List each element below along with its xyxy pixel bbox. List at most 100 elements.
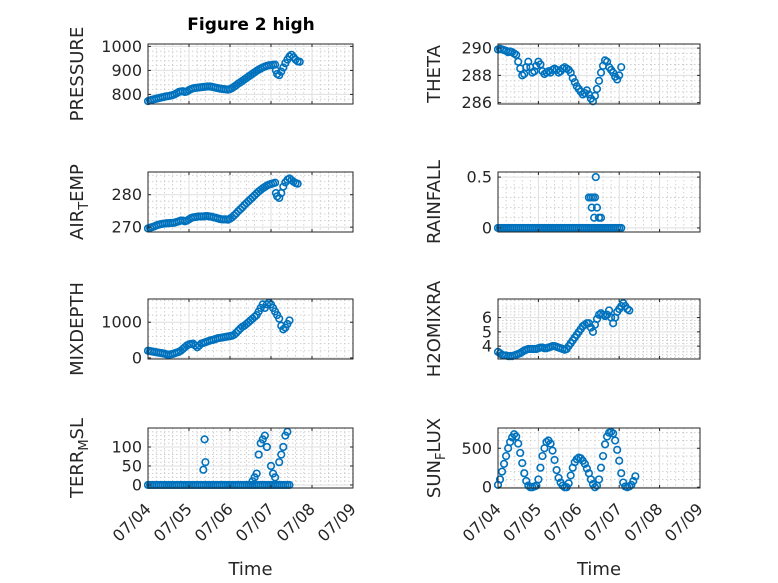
figure-title: Figure 2 high [187,15,315,35]
y-axis-label: RAINFALL [424,160,445,244]
data-point [275,458,284,467]
data-point [592,203,602,212]
y-tick-label: 100 [111,437,142,456]
panel-theta: 286 288 290 THETA [424,39,701,112]
data-point [252,469,261,478]
data-point [590,193,600,202]
y-axis-label: PRESSURE [67,27,88,122]
data-point [550,455,559,465]
data-point [232,328,241,338]
axes-frame [497,427,701,489]
data-point [631,472,640,481]
series-pressure [144,50,304,106]
y-tick-label: 286 [461,93,492,112]
axes-frame [497,171,701,233]
data-point [522,476,531,486]
data-point [201,458,210,467]
data-point [279,442,288,452]
data-point [291,55,300,64]
data-point [566,471,575,480]
y-axis-label: AIRTEMP [67,164,92,240]
data-point [285,52,294,61]
data-point [619,478,628,487]
data-point [262,300,272,309]
data-point [277,67,286,76]
data-point [275,193,284,203]
data-point [279,325,288,334]
series-sun_flux [494,427,640,492]
data-point [582,86,591,95]
data-point [562,483,571,492]
axes-frame [497,298,701,360]
data-point [570,78,579,87]
y-tick-label: 800 [111,85,142,104]
data-point [582,464,591,473]
y-axis-label: THETA [424,44,445,104]
data-point [617,469,626,478]
y-tick-label: 6 [482,308,492,327]
data-point [587,203,596,212]
data-point [588,327,598,336]
axes-frame [147,43,354,105]
series-theta [494,44,626,106]
data-point [293,179,302,188]
panel-mixdepth: 0 1000 MIXDEPTH [67,282,354,376]
data-point [546,439,555,448]
y-axis-label: MIXDEPTH [67,282,88,376]
data-point [275,314,284,323]
axes-frame [497,43,701,105]
series-h2omixra [494,299,634,361]
y-tick-label: 1000 [101,313,142,332]
y-axis-label: SUNFLUX [424,418,449,498]
data-point [613,75,622,84]
data-point [613,445,622,454]
y-tick-label: 290 [461,39,492,58]
data-point [609,429,618,438]
data-point [266,461,276,471]
series-air_temp [144,174,302,233]
data-point [591,172,600,182]
panel-h2omixra: 456 H2OMIXRA [424,280,701,377]
data-point [594,475,604,484]
data-point [254,450,263,459]
data-point [617,223,626,233]
data-point [617,63,626,72]
x-axis-label: Time [227,559,272,580]
data-point [200,435,209,444]
data-point [611,436,620,445]
y-tick-label: 0 [482,478,492,497]
data-point [499,459,509,468]
y-tick-label: 5 [482,322,492,341]
data-point [629,476,638,486]
series-rainfall [494,172,626,233]
data-point [250,312,259,321]
y-tick-label: 4 [482,337,492,356]
y-tick-label: 50 [122,456,142,475]
data-point [592,84,602,94]
y-tick-label: 0.5 [467,168,492,187]
data-point [277,450,286,459]
data-point [600,440,610,449]
data-point [580,459,589,468]
y-tick-label: 0 [132,475,142,494]
data-point [520,469,529,478]
data-point [564,479,573,488]
data-point [495,475,505,484]
data-point [279,63,288,72]
data-point [538,451,547,461]
y-axis-label: H2OMIXRA [424,280,445,377]
y-tick-label: 1000 [101,37,142,56]
axes-frame [147,427,354,489]
y-tick-label: 0 [482,218,492,237]
data-point [285,316,294,325]
data-point [501,451,511,461]
data-point [271,178,280,187]
data-point [518,458,527,468]
data-point [548,446,557,455]
data-point [516,448,525,458]
data-point [615,456,624,465]
y-tick-label: 500 [461,439,492,458]
data-point [271,473,280,482]
data-point [236,205,245,214]
